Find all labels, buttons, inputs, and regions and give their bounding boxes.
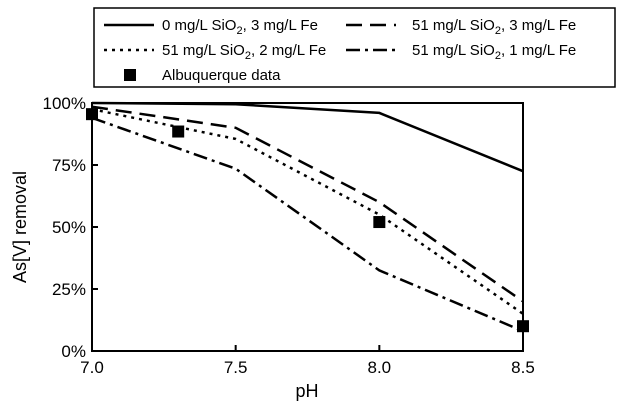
plot-area: 7.0 7.5 8.0 8.5 0% 25% 50% 75% 100%	[43, 94, 535, 377]
legend: 0 mg/L SiO2, 3 mg/L Fe 51 mg/L SiO2, 3 mg…	[93, 7, 616, 88]
data-marker	[373, 216, 386, 229]
legend-frame	[93, 7, 616, 88]
legend-label: 51 mg/L SiO2, 1 mg/L Fe	[412, 42, 576, 62]
y-tick-label: 0%	[61, 342, 86, 361]
series-line-3	[91, 107, 524, 315]
data-marker	[86, 108, 98, 121]
x-tick-label: 8.0	[368, 358, 392, 377]
legend-swatch	[124, 69, 136, 81]
y-tick-label: 25%	[52, 280, 86, 299]
series-line-2	[91, 105, 524, 303]
y-tick-label: 75%	[52, 156, 86, 175]
plot-frame	[91, 102, 524, 352]
x-tick-label: 7.5	[224, 358, 248, 377]
y-tick-label: 100%	[43, 94, 86, 113]
x-tick-label: 8.5	[511, 358, 535, 377]
y-tick-label: 50%	[52, 218, 86, 237]
data-marker	[172, 125, 185, 138]
legend-label: 0 mg/L SiO2, 3 mg/L Fe	[162, 17, 318, 37]
series-line-1	[91, 101, 524, 173]
x-axis-title: pH	[295, 381, 318, 401]
y-axis-title: As[V] removal	[10, 171, 30, 283]
data-marker	[517, 320, 529, 333]
legend-label: 51 mg/L SiO2, 2 mg/L Fe	[162, 42, 326, 62]
series-line-4	[91, 116, 524, 333]
x-tick-label: 7.0	[80, 358, 104, 377]
legend-label: Albuquerque data	[162, 67, 281, 84]
legend-label: 51 mg/L SiO2, 3 mg/L Fe	[412, 17, 576, 37]
